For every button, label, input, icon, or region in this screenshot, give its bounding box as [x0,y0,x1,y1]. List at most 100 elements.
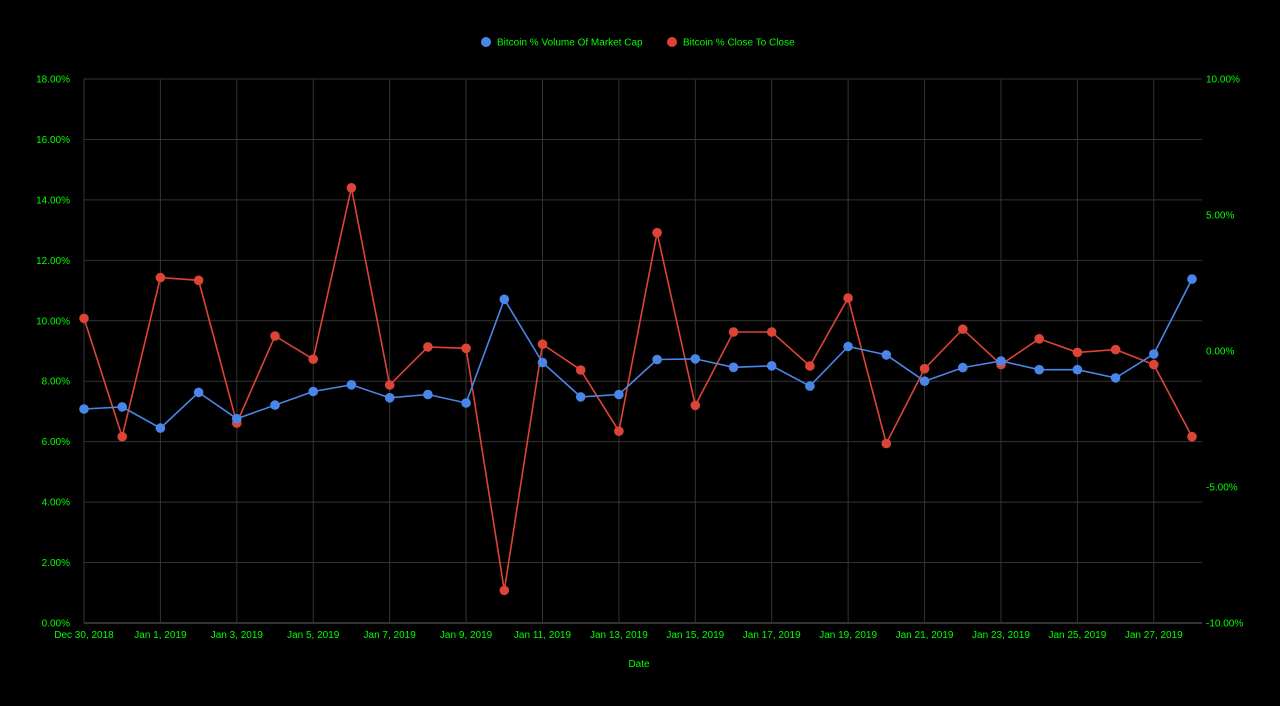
x-tick-label: Jan 7, 2019 [364,630,417,641]
data-point [843,293,853,303]
data-point [690,400,701,411]
x-tick-label: Jan 25, 2019 [1048,630,1106,641]
x-tick-label: Jan 3, 2019 [211,630,264,641]
series-line [83,278,1193,430]
x-tick-label: Dec 30, 2018 [54,630,114,641]
y-left-tick-label: 14.00% [36,195,70,206]
data-point [843,341,853,352]
series-1 [79,183,1197,596]
data-point [499,294,510,305]
x-tick-label: Jan 21, 2019 [896,630,954,641]
data-point [308,354,319,365]
data-point [575,392,586,402]
x-tick-label: Jan 19, 2019 [819,630,877,641]
y-right-tick-label: 10.00% [1206,75,1240,86]
legend-marker [667,37,677,47]
data-point [155,423,166,433]
data-point [1034,334,1044,344]
data-point [1110,373,1121,383]
data-point [270,331,280,341]
data-point [461,343,471,354]
data-point [1072,364,1083,375]
data-point [193,387,204,398]
data-point [232,413,242,424]
y-left-tick-label: 0.00% [42,619,70,630]
y-right-tick-label: -5.00% [1206,483,1238,494]
legend-entry: Bitcoin % Close To Close [683,38,795,49]
y-left-tick-label: 2.00% [42,558,70,569]
x-tick-label: Jan 9, 2019 [440,630,493,641]
x-tick-label: Jan 13, 2019 [590,630,648,641]
data-point [805,381,815,391]
x-tick-label: Jan 5, 2019 [287,630,340,641]
data-point [1149,359,1159,370]
legend: Bitcoin % Volume Of Market Cap Bitcoin % … [481,37,795,49]
data-point [1072,347,1083,358]
data-point [690,354,701,364]
data-point [652,227,662,238]
data-point [308,386,319,397]
data-point [919,363,930,374]
y-right-tick-label: 0.00% [1206,347,1234,358]
data-point [805,361,815,371]
y-left-tick-label: 16.00% [36,135,70,146]
left-y-axis: 0.00% 2.00% 4.00% 6.00% 8.00% 10.00% 12.00% 14.… [36,75,70,630]
data-point [766,327,777,337]
x-tick-label: Jan 23, 2019 [972,630,1030,641]
data-point [79,313,89,324]
data-point [881,438,892,449]
data-point [537,339,548,350]
y-left-tick-label: 12.00% [36,256,70,267]
y-right-tick-label: 5.00% [1206,211,1234,222]
x-axis-title: Date [628,659,650,670]
y-right-tick-label: -10.00% [1206,619,1243,630]
legend-marker [481,37,491,47]
grid-lines [83,78,1202,624]
y-left-tick-label: 18.00% [36,75,70,86]
data-point [766,361,777,371]
data-point [652,354,662,365]
data-point [881,350,892,360]
data-point [117,431,127,442]
data-point [1149,349,1159,359]
data-point [423,342,433,352]
series [79,183,1197,596]
data-point [575,365,586,375]
series-line [83,187,1193,591]
data-point [1110,344,1121,355]
data-point [728,327,739,337]
data-point [996,356,1006,366]
data-point [1034,364,1044,375]
right-y-axis: -10.00% -5.00% 0.00% 5.00% 10.00% [1206,75,1243,630]
x-tick-label: Jan 1, 2019 [134,630,187,641]
y-left-tick-label: 10.00% [36,316,70,327]
y-left-tick-label: 4.00% [42,498,70,509]
data-point [270,400,280,410]
data-point [346,183,357,193]
legend-entry: Bitcoin % Volume Of Market Cap [497,38,643,49]
data-point [499,585,510,596]
data-point [537,357,548,368]
data-point [614,389,624,400]
series-0 [79,274,1197,433]
data-point [193,275,204,286]
data-point [384,393,395,403]
data-point [346,380,357,390]
data-point [728,362,739,373]
y-left-tick-label: 8.00% [42,377,70,388]
data-point [79,404,89,414]
x-tick-label: Jan 11, 2019 [514,630,572,641]
data-point [919,376,930,387]
data-point [958,362,968,373]
data-point [1187,274,1197,284]
x-tick-label: Jan 27, 2019 [1125,630,1183,641]
data-point [614,426,624,437]
x-tick-label: Jan 17, 2019 [743,630,801,641]
x-tick-label: Jan 15, 2019 [666,630,724,641]
data-point [117,402,127,412]
data-point [423,389,433,400]
data-point [958,324,968,335]
y-left-tick-label: 6.00% [42,437,70,448]
data-point [384,380,395,390]
